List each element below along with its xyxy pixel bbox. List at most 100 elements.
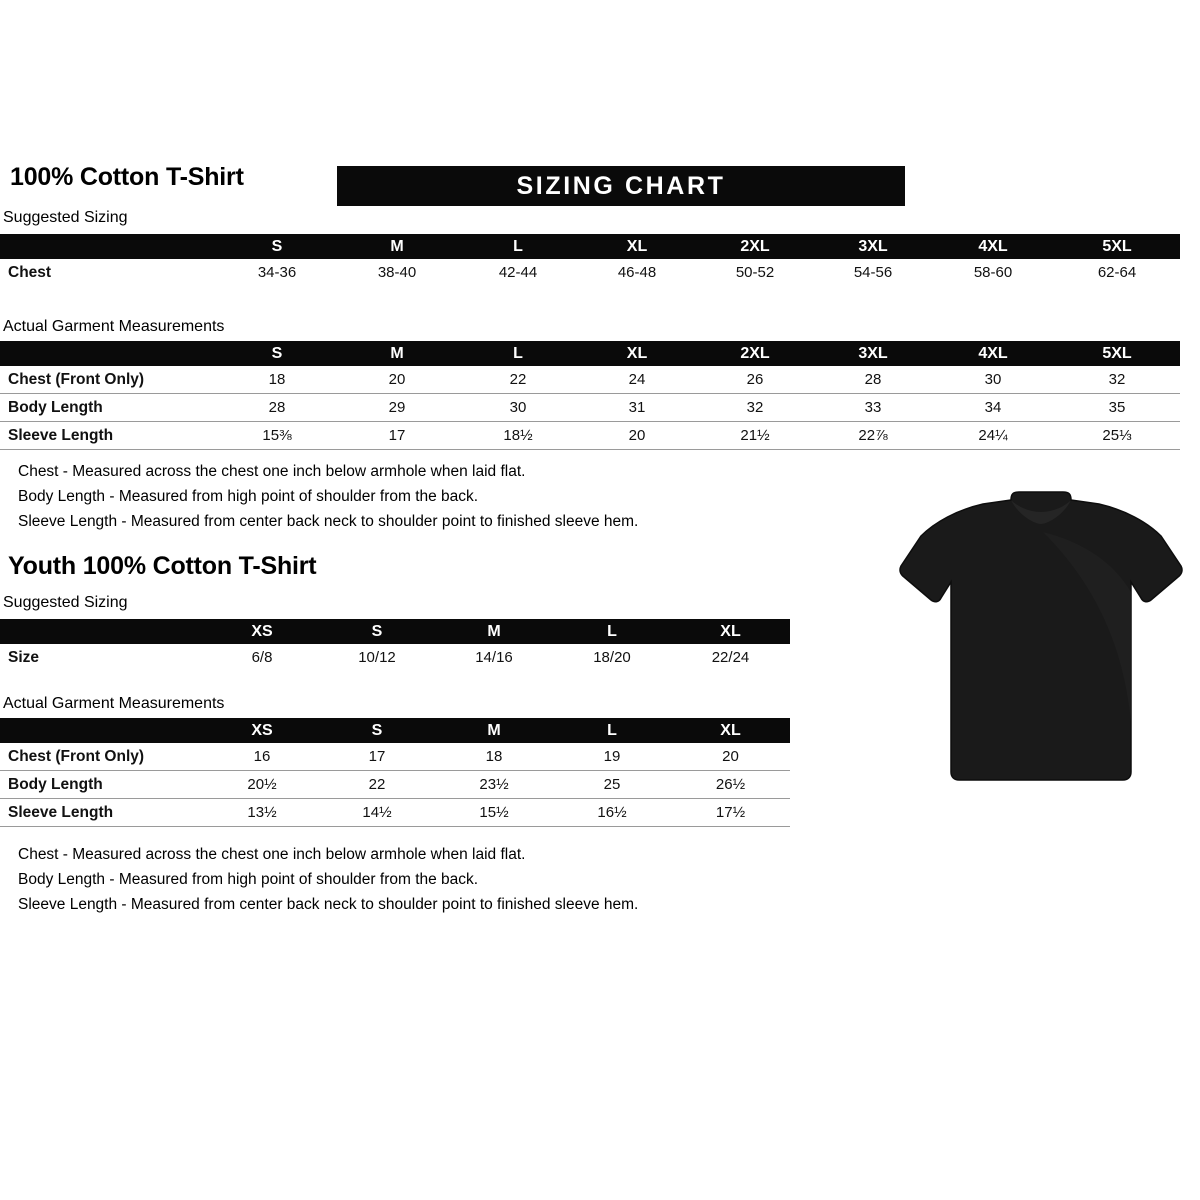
adult-actual-measurements-label: Actual Garment Measurements <box>3 318 225 335</box>
column-header: 4XL <box>978 237 1008 255</box>
table-cell: 20 <box>722 748 739 765</box>
row-label: Chest (Front Only) <box>8 370 145 388</box>
table-cell: 33 <box>814 393 932 422</box>
table-cell: 22 <box>509 371 527 388</box>
column-header-rowlabel <box>0 234 218 259</box>
table-cell: 18 <box>485 748 503 765</box>
table-cell: 34-36 <box>257 264 297 281</box>
table-cell: 16 <box>253 748 271 765</box>
row-label: Sleeve Length <box>0 798 205 827</box>
table-cell: 15½ <box>435 798 553 827</box>
table-cell: 32 <box>696 393 814 422</box>
column-header: S <box>271 237 283 255</box>
table-cell: 20 <box>578 421 696 450</box>
table-row: Size 6/8 10/12 14/16 18/20 22/24 <box>0 644 790 671</box>
column-header: L <box>513 237 523 255</box>
note-chest: Chest - Measured across the chest one in… <box>18 463 526 480</box>
column-header: 5XL <box>1102 344 1132 362</box>
banner-title: SIZING CHART <box>516 172 726 200</box>
column-header: 5XL <box>1102 237 1132 255</box>
column-header: XL <box>626 344 648 362</box>
table-cell: 22 <box>319 770 435 799</box>
tshirt-icon <box>899 491 1183 781</box>
table-cell: 28 <box>218 393 336 422</box>
youth-suggested-sizing-table: XS S M L XL Size 6/8 10/12 14/16 18/20 2… <box>0 619 790 671</box>
column-header: XL <box>720 622 741 640</box>
table-cell: 28 <box>864 371 882 388</box>
table-cell: 21½ <box>696 421 814 450</box>
row-label: Chest (Front Only) <box>8 747 145 765</box>
column-header: 3XL <box>858 237 888 255</box>
table-cell: 16½ <box>553 798 671 827</box>
table-header-row: XS S M L XL <box>0 718 790 743</box>
table-cell: 35 <box>1054 393 1180 422</box>
table-cell: 46-48 <box>617 264 657 281</box>
adult-actual-measurements-table: S M L XL 2XL 3XL 4XL 5XL Chest (Front On… <box>0 341 1180 450</box>
column-header: XS <box>251 622 273 640</box>
table-cell: 58-60 <box>973 264 1013 281</box>
table-cell: 42-44 <box>498 264 538 281</box>
table-cell: 30 <box>984 371 1002 388</box>
column-header: 2XL <box>740 237 770 255</box>
table-header-row: S M L XL 2XL 3XL 4XL 5XL <box>0 341 1180 366</box>
table-cell: 25 <box>553 770 671 799</box>
adult-suggested-sizing-label: Suggested Sizing <box>3 209 128 226</box>
table-cell: 34 <box>932 393 1054 422</box>
youth-measurement-notes: Chest - Measured across the chest one in… <box>18 842 638 917</box>
column-header: 2XL <box>740 344 770 362</box>
table-cell: 23½ <box>435 770 553 799</box>
table-row: Chest (Front Only) 16 17 18 19 20 <box>0 743 790 771</box>
column-header-rowlabel <box>0 619 205 644</box>
table-header-row: XS S M L XL <box>0 619 790 644</box>
column-header: L <box>607 721 617 739</box>
table-cell: 17½ <box>671 798 790 827</box>
table-cell: 24 <box>628 371 646 388</box>
youth-actual-measurements-label: Actual Garment Measurements <box>3 695 225 712</box>
table-row: Body Length 20½ 22 23½ 25 26½ <box>0 770 790 799</box>
column-header: XL <box>626 237 648 255</box>
table-cell: 15⅜ <box>218 421 336 450</box>
table-cell: 18/20 <box>593 649 631 666</box>
adult-suggested-sizing-table: S M L XL 2XL 3XL 4XL 5XL Chest 34-36 38-… <box>0 234 1180 286</box>
table-row: Chest (Front Only) 18 20 22 24 26 28 30 … <box>0 366 1180 394</box>
column-header: M <box>487 622 501 640</box>
sizing-chart-banner: SIZING CHART <box>337 166 905 206</box>
column-header: L <box>513 344 523 362</box>
row-label: Size <box>8 648 40 666</box>
note-sleeve-length: Sleeve Length - Measured from center bac… <box>18 896 639 913</box>
table-cell: 26 <box>746 371 764 388</box>
table-cell: 38-40 <box>377 264 417 281</box>
table-cell: 62-64 <box>1097 264 1137 281</box>
table-cell: 32 <box>1108 371 1126 388</box>
table-cell: 20½ <box>205 770 319 799</box>
column-header: S <box>271 344 283 362</box>
note-sleeve-length: Sleeve Length - Measured from center bac… <box>18 513 639 530</box>
column-header: M <box>390 344 404 362</box>
table-cell: 22/24 <box>711 649 750 666</box>
note-chest: Chest - Measured across the chest one in… <box>18 846 526 863</box>
page-title: 100% Cotton T-Shirt <box>10 163 244 191</box>
table-row: Sleeve Length 13½ 14½ 15½ 16½ 17½ <box>0 798 790 827</box>
table-cell: 25⅓ <box>1054 421 1180 450</box>
row-label: Body Length <box>0 770 205 799</box>
table-row: Chest 34-36 38-40 42-44 46-48 50-52 54-5… <box>0 259 1180 286</box>
table-cell: 19 <box>603 748 621 765</box>
row-label: Body Length <box>0 393 218 422</box>
table-cell: 50-52 <box>735 264 775 281</box>
row-label: Chest <box>8 263 52 281</box>
youth-section-title: Youth 100% Cotton T-Shirt <box>8 552 317 580</box>
note-body-length: Body Length - Measured from high point o… <box>18 871 479 888</box>
column-header: S <box>371 622 383 640</box>
row-label: Sleeve Length <box>0 421 218 450</box>
table-cell: 14/16 <box>475 649 513 666</box>
column-header: L <box>607 622 617 640</box>
column-header: XL <box>720 721 741 739</box>
tshirt-illustration <box>893 472 1189 802</box>
column-header-rowlabel <box>0 341 218 366</box>
table-cell: 54-56 <box>853 264 893 281</box>
table-header-row: S M L XL 2XL 3XL 4XL 5XL <box>0 234 1180 259</box>
table-cell: 22⅞ <box>814 421 932 450</box>
table-cell: 6/8 <box>251 649 273 666</box>
table-cell: 10/12 <box>358 649 396 666</box>
